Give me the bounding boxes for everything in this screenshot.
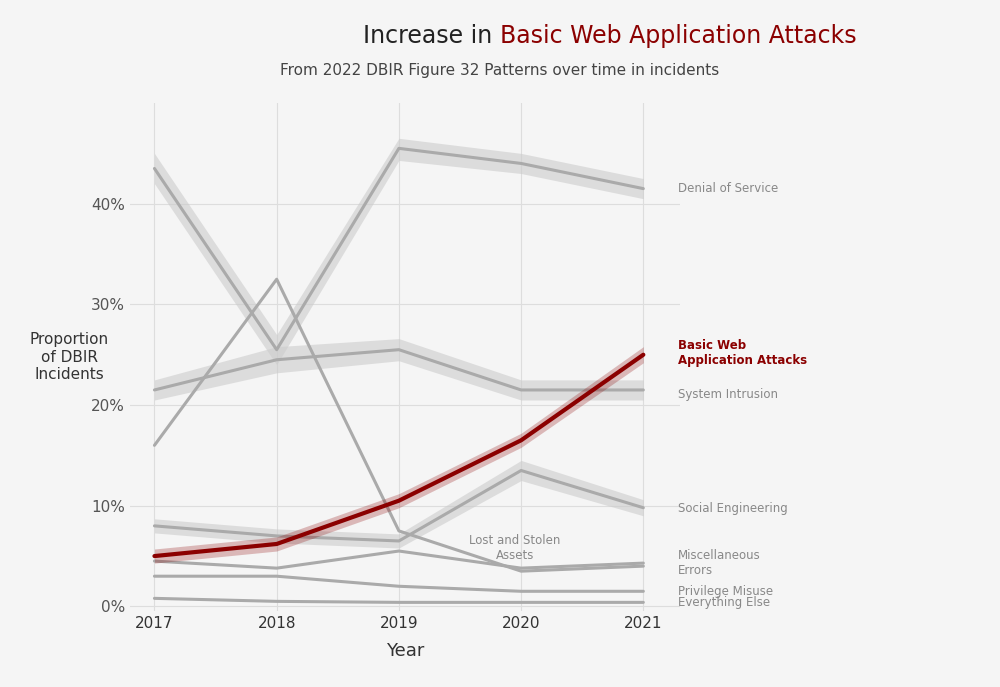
Text: Social Engineering: Social Engineering	[678, 502, 787, 515]
X-axis label: Year: Year	[386, 642, 424, 660]
Text: Privilege Misuse: Privilege Misuse	[678, 585, 773, 598]
Text: Everything Else: Everything Else	[678, 596, 770, 609]
Text: Denial of Service: Denial of Service	[678, 182, 778, 195]
Text: Basic Web Application Attacks: Basic Web Application Attacks	[500, 24, 857, 48]
Text: Increase in: Increase in	[363, 24, 500, 48]
Y-axis label: Proportion
of DBIR
Incidents: Proportion of DBIR Incidents	[30, 333, 109, 382]
Text: Lost and Stolen
Assets: Lost and Stolen Assets	[469, 534, 561, 562]
Text: Miscellaneous
Errors: Miscellaneous Errors	[678, 549, 760, 577]
Text: System Intrusion: System Intrusion	[678, 388, 778, 401]
Text: From 2022 DBIR Figure 32 Patterns over time in incidents: From 2022 DBIR Figure 32 Patterns over t…	[280, 63, 720, 78]
Text: Basic Web
Application Attacks: Basic Web Application Attacks	[678, 339, 807, 367]
